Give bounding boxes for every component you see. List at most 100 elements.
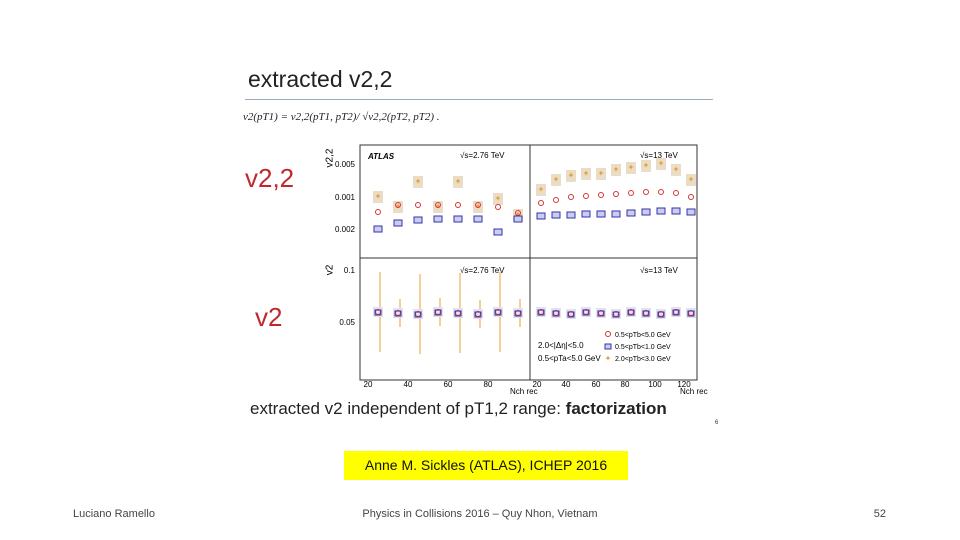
marker: ✦ bbox=[375, 192, 382, 201]
y-tick-label: 0.005 bbox=[335, 160, 356, 169]
marker bbox=[474, 311, 482, 318]
marker bbox=[374, 309, 382, 316]
y-tick-label: 0.1 bbox=[344, 266, 356, 275]
marker bbox=[551, 211, 561, 219]
marker bbox=[566, 211, 576, 219]
marker-box bbox=[413, 176, 423, 188]
y-tick-label: 0.001 bbox=[335, 193, 356, 202]
marker bbox=[642, 310, 650, 317]
marker-box bbox=[641, 160, 651, 172]
marker bbox=[643, 189, 649, 195]
energy: √s=13 TeV bbox=[640, 266, 678, 275]
marker-box bbox=[473, 309, 483, 319]
marker bbox=[598, 192, 604, 198]
marker bbox=[567, 311, 575, 318]
marker-box bbox=[413, 309, 423, 319]
marker bbox=[373, 225, 383, 233]
marker bbox=[455, 202, 461, 208]
marker bbox=[597, 310, 605, 317]
energy: √s=13 TeV bbox=[640, 151, 678, 160]
y-tick-label: 0.05 bbox=[339, 318, 355, 327]
marker: ✦ bbox=[395, 202, 402, 211]
x-tick-label: 40 bbox=[562, 380, 571, 389]
energy: √s=2.76 TeV bbox=[460, 151, 505, 160]
marker bbox=[641, 208, 651, 216]
marker bbox=[673, 190, 679, 196]
x-label: Nch rec bbox=[510, 387, 538, 396]
marker bbox=[493, 228, 503, 236]
marker bbox=[596, 210, 606, 218]
marker-box bbox=[656, 309, 666, 319]
plot-frame bbox=[359, 144, 698, 381]
caption-bold: factorization bbox=[565, 399, 667, 418]
marker bbox=[686, 208, 696, 216]
marker-box bbox=[581, 168, 591, 180]
x-tick-label: 40 bbox=[404, 380, 413, 389]
marker bbox=[568, 194, 574, 200]
x-tick-label: 60 bbox=[444, 380, 453, 389]
marker bbox=[581, 210, 591, 218]
marker bbox=[553, 197, 559, 203]
marker-box bbox=[513, 308, 523, 318]
marker-box bbox=[373, 191, 383, 203]
marker-box bbox=[686, 308, 696, 318]
marker bbox=[375, 209, 381, 215]
footer-author: Luciano Ramello bbox=[73, 508, 155, 520]
marker bbox=[582, 309, 590, 316]
marker bbox=[612, 311, 620, 318]
marker-box bbox=[433, 307, 443, 317]
marker: ✦ bbox=[553, 175, 560, 184]
x-tick-label: 60 bbox=[592, 380, 601, 389]
marker bbox=[537, 309, 545, 316]
marker bbox=[394, 310, 402, 317]
marker-box bbox=[551, 308, 561, 318]
marker-box bbox=[566, 170, 576, 182]
marker bbox=[536, 212, 546, 220]
v2-label: v2 bbox=[255, 302, 283, 332]
marker bbox=[627, 309, 635, 316]
marker-box bbox=[641, 308, 651, 318]
x-tick-label: 20 bbox=[364, 380, 373, 389]
marker bbox=[495, 204, 501, 210]
marker-box bbox=[626, 162, 636, 174]
x-label: Nch rec bbox=[680, 387, 708, 396]
title-rule bbox=[245, 99, 713, 100]
marker-box bbox=[611, 309, 621, 319]
experiment: ATLAS bbox=[367, 152, 395, 161]
marker bbox=[414, 311, 422, 318]
x-tick-label: 20 bbox=[533, 380, 542, 389]
marker-box bbox=[493, 193, 503, 205]
marker-box bbox=[536, 307, 546, 317]
marker: ✦ bbox=[613, 165, 620, 174]
marker: ✦ bbox=[538, 185, 545, 194]
page-mark: 6 bbox=[715, 420, 719, 426]
marker bbox=[415, 202, 421, 208]
marker bbox=[393, 219, 403, 227]
marker bbox=[687, 310, 695, 317]
legend-label: 0.5<pTb<5.0 GeV bbox=[615, 332, 671, 339]
marker-box bbox=[656, 158, 666, 170]
marker bbox=[658, 189, 664, 195]
marker bbox=[413, 216, 423, 224]
marker bbox=[434, 309, 442, 316]
marker bbox=[454, 310, 462, 317]
marker: ✦ bbox=[628, 163, 635, 172]
marker bbox=[628, 190, 634, 196]
formula: v2(pT1) = v2,2(pT1, pT2)/ √v2,2(pT2, pT2… bbox=[243, 111, 440, 123]
marker bbox=[538, 200, 544, 206]
x-tick-label: 80 bbox=[484, 380, 493, 389]
marker bbox=[626, 209, 636, 217]
marker bbox=[453, 215, 463, 223]
citation: Anne M. Sickles (ATLAS), ICHEP 2016 bbox=[344, 451, 628, 480]
caption-text: extracted v2 independent of pT1,2 range: bbox=[250, 399, 566, 418]
cut: 2.0<|Δη|<5.0 bbox=[538, 341, 584, 350]
marker bbox=[433, 215, 443, 223]
marker: ✦ bbox=[673, 165, 680, 174]
y-label: v2,2 bbox=[325, 148, 336, 167]
legend-marker bbox=[604, 343, 612, 350]
marker: ✦ bbox=[495, 194, 502, 203]
marker bbox=[395, 202, 401, 208]
x-tick-label: 120 bbox=[677, 380, 691, 389]
marker: ✦ bbox=[658, 159, 665, 168]
